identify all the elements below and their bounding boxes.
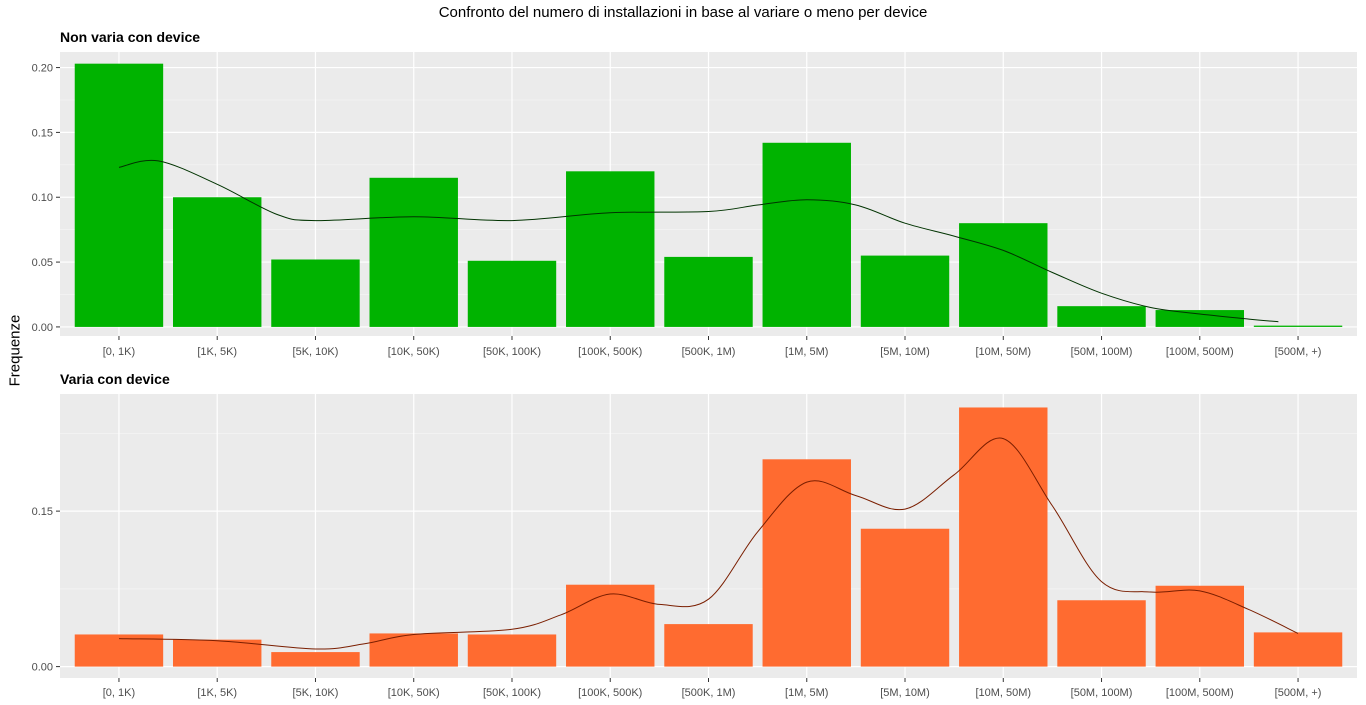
bar	[74, 634, 164, 667]
bar	[271, 652, 360, 667]
bar	[860, 255, 950, 327]
bar	[762, 142, 851, 327]
x-tick-label: [10K, 50K)	[388, 346, 440, 358]
bar	[762, 459, 851, 667]
bar	[1155, 585, 1245, 667]
y-tick-label: 0.10	[32, 192, 53, 204]
y-tick-label: 0.15	[32, 506, 53, 518]
bar	[1253, 325, 1343, 327]
bar	[1057, 306, 1146, 327]
x-tick-label: [1K, 5K)	[197, 346, 237, 358]
x-tick-label: [50M, 100M)	[1071, 346, 1133, 358]
bar	[959, 407, 1048, 667]
bar	[566, 171, 655, 327]
x-tick-label: [500M, +)	[1275, 346, 1322, 358]
y-tick-label: 0.15	[32, 127, 53, 139]
bar	[172, 639, 262, 667]
panel-non-varia: Non varia con device 0.00 0.05 0.10 0.15 0.20…	[32, 29, 1357, 358]
x-tick-label: [500K, 1M)	[682, 687, 736, 699]
y-tick-label: 0.00	[32, 662, 53, 674]
x-tick-label: [100K, 500K)	[578, 687, 642, 699]
bar	[1057, 600, 1146, 667]
bar	[369, 633, 458, 667]
x-tick-label: [100M, 500M)	[1166, 687, 1234, 699]
x-tick-label: [5M, 10M)	[880, 346, 930, 358]
x-tick-label: [50K, 100K)	[483, 346, 541, 358]
y-tick-label: 0.00	[32, 322, 53, 334]
density-line	[118, 159, 1279, 323]
bar	[369, 177, 458, 327]
bar	[271, 259, 360, 327]
x-tick-label: [0, 1K)	[103, 687, 135, 699]
panel-title: Non varia con device	[60, 29, 200, 45]
bar	[74, 63, 164, 327]
panel-title: Varia con device	[60, 371, 170, 387]
x-tick-label: [50K, 100K)	[483, 687, 541, 699]
y-tick-label: 0.20	[32, 63, 53, 75]
x-tick-label: [10M, 50M)	[975, 687, 1031, 699]
x-tick-label: [10K, 50K)	[388, 687, 440, 699]
x-tick-label: [5K, 10K)	[293, 687, 339, 699]
y-tick-label: 0.05	[32, 257, 53, 269]
x-tick-label: [1K, 5K)	[197, 687, 237, 699]
x-tick-label: [0, 1K)	[103, 346, 135, 358]
bar	[664, 624, 753, 667]
x-tick-label: [1M, 5M)	[785, 687, 828, 699]
bar	[566, 584, 655, 667]
bar	[959, 223, 1048, 327]
density-line	[118, 437, 1299, 650]
x-tick-label: [100M, 500M)	[1166, 346, 1234, 358]
x-tick-label: [50M, 100M)	[1071, 687, 1133, 699]
x-tick-label: [10M, 50M)	[975, 346, 1031, 358]
bar	[1253, 632, 1343, 667]
x-tick-label: [500M, +)	[1275, 687, 1322, 699]
chart-title: Confronto del numero di installazioni in…	[438, 4, 928, 21]
x-tick-label: [1M, 5M)	[785, 346, 828, 358]
x-tick-label: [5M, 10M)	[880, 687, 930, 699]
bar	[664, 256, 753, 327]
bar	[172, 197, 262, 327]
bar	[1155, 310, 1245, 327]
bar	[467, 260, 557, 327]
bar	[467, 634, 557, 667]
x-tick-label: [500K, 1M)	[682, 346, 736, 358]
panel-varia: Varia con device 0.00 0.15 [0, 1K) [1K, 5K) […	[32, 371, 1357, 699]
bar	[860, 528, 950, 667]
x-tick-label: [100K, 500K)	[578, 346, 642, 358]
x-tick-label: [5K, 10K)	[293, 346, 339, 358]
